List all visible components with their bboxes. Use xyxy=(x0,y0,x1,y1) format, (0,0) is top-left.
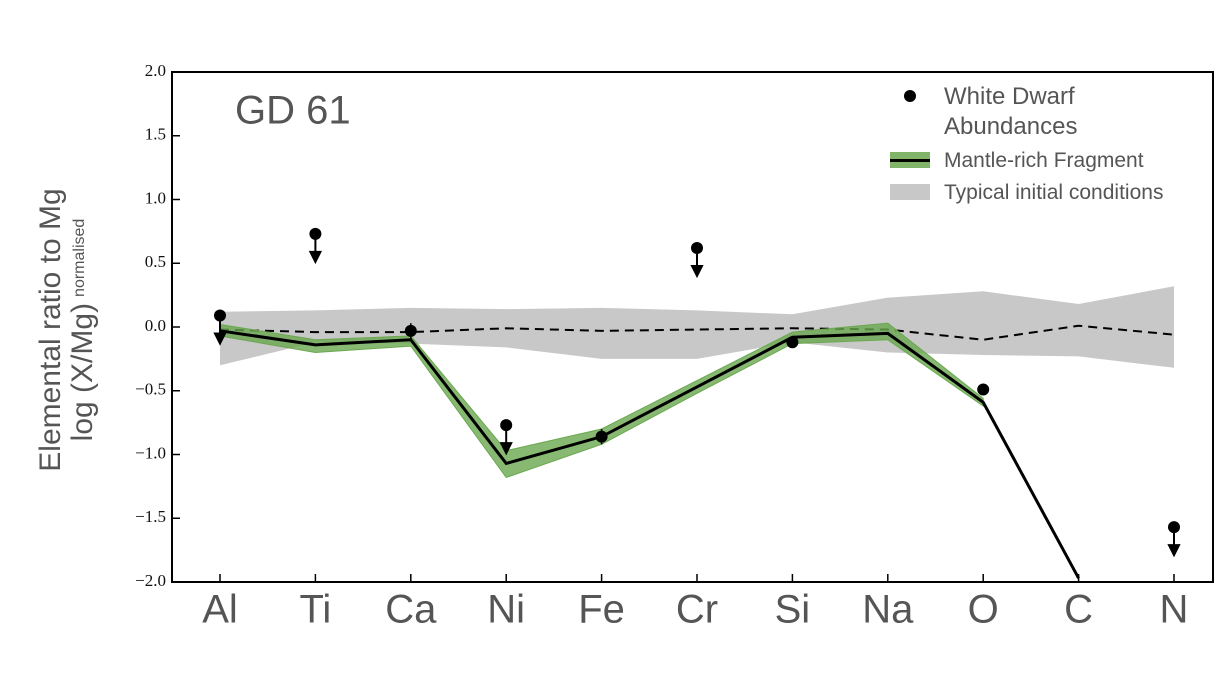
legend-label: Typical initial conditions xyxy=(944,181,1164,204)
data-point xyxy=(977,383,990,396)
x-tick-label: C xyxy=(1064,588,1093,632)
frame xyxy=(171,71,1214,583)
y-tick-label: 0.5 xyxy=(145,252,166,271)
data-point xyxy=(691,241,703,254)
legend-label: Mantle-rich Fragment xyxy=(944,149,1144,172)
data-point xyxy=(214,309,226,322)
annotation: GD 61 xyxy=(235,89,351,133)
y-tick-label: −0.5 xyxy=(135,380,166,399)
legend-key xyxy=(890,148,930,174)
y-tick-label: −1.5 xyxy=(135,507,166,526)
data-point xyxy=(595,430,608,443)
y-tick-label: 2.0 xyxy=(145,61,166,80)
y-tick-label: 1.0 xyxy=(145,188,166,207)
data-point xyxy=(1168,521,1180,534)
y-axis-label-2: log (X/Mg) normalised xyxy=(66,219,99,442)
legend-label: White Dwarf Abundances xyxy=(944,83,1078,140)
x-tick-label: Na xyxy=(862,588,914,632)
data-point xyxy=(786,336,799,349)
y-axis-label-sub: normalised xyxy=(71,219,88,297)
legend-key xyxy=(890,180,930,206)
x-tick-label: Ti xyxy=(299,588,331,632)
model-line xyxy=(219,329,1080,579)
y-axis-label-main: log (X/Mg) xyxy=(66,303,99,441)
x-tick-label: Ca xyxy=(385,588,437,632)
legend: White Dwarf Abundances Mantle-rich Fragme… xyxy=(890,82,1210,212)
median-line xyxy=(219,324,1175,341)
range-band xyxy=(220,286,1174,368)
x-tick-label: Fe xyxy=(578,588,625,632)
x-tick-label: Ni xyxy=(487,588,525,632)
y-tick-label: 0.0 xyxy=(145,316,166,335)
y-tick-label: −2.0 xyxy=(135,571,166,590)
x-tick-label: Cr xyxy=(676,588,718,632)
x-tick-label: Si xyxy=(775,588,811,632)
y-tick-label: −1.0 xyxy=(135,443,166,462)
x-tick-label: O xyxy=(968,588,999,632)
data-point xyxy=(404,324,417,337)
legend-key xyxy=(890,82,930,108)
y-tick-label: 1.5 xyxy=(145,125,166,144)
y-axis-label: Elemental ratio to Mg xyxy=(34,188,67,471)
legend-entry: Typical initial conditions xyxy=(890,180,1210,206)
x-tick-label: Al xyxy=(202,588,238,632)
plot-area xyxy=(172,71,1181,583)
legend-entry: White Dwarf Abundances xyxy=(890,82,1210,142)
x-tick-label: N xyxy=(1160,588,1189,632)
data-point xyxy=(500,419,513,432)
data-point xyxy=(309,227,322,240)
legend-entry: Mantle-rich Fragment xyxy=(890,148,1210,174)
